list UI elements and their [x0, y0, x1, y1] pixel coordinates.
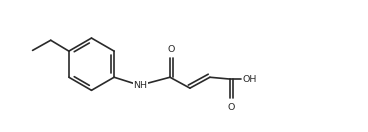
Text: NH: NH — [133, 81, 147, 90]
Text: OH: OH — [242, 75, 256, 84]
Text: O: O — [168, 45, 175, 54]
Text: O: O — [227, 103, 235, 112]
